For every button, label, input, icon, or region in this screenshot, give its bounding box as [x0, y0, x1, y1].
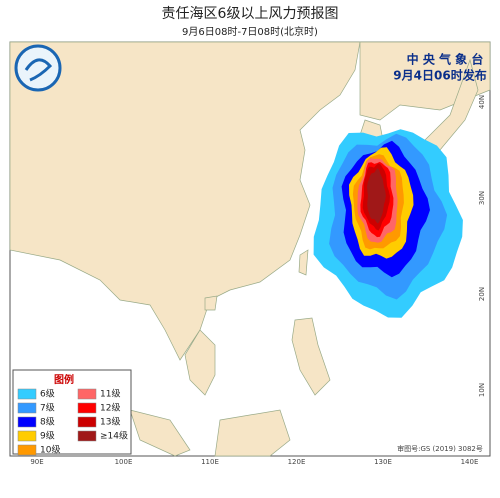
philippines	[291, 317, 331, 396]
legend-swatch	[77, 416, 97, 428]
latitude-label: 20N	[478, 287, 486, 301]
logo-mark	[24, 58, 53, 82]
axes: 90E 100E 110E 120E 130E 140E 40N 30N 20N 10N	[30, 95, 486, 466]
longitude-label: 130E	[374, 458, 392, 466]
wind-zone	[367, 168, 386, 224]
legend-label: 13级	[100, 416, 120, 428]
legend-title: 图例	[54, 373, 74, 386]
hainan	[204, 295, 218, 311]
approval: 审图号:GS (2019) 3082号	[397, 444, 483, 453]
legend-label: 7级	[40, 402, 55, 414]
map: 中 央 气 象 台 9月4日06时发布 审图号:GS (2019) 3082号 …	[9, 41, 491, 457]
issuer-name: 中 央 气 象 台	[407, 52, 484, 67]
legend-label: 10级	[40, 444, 60, 456]
logo	[14, 44, 62, 92]
issuer-time: 9月4日06时发布	[393, 68, 486, 83]
latitude-label: 40N	[478, 95, 486, 109]
malaya	[129, 409, 191, 457]
indochina	[184, 329, 216, 396]
legend: 图例 6级 7级 8级 9级 10级 11级 12级 13级 ≥14级	[12, 369, 132, 456]
borneo	[214, 409, 291, 457]
legend-swatch	[77, 430, 97, 442]
legend-label: 9级	[40, 430, 55, 442]
legend-label: 11级	[100, 388, 120, 400]
legend-swatch	[77, 388, 97, 400]
legend-swatch	[17, 402, 37, 414]
mainland	[9, 41, 361, 361]
longitude-label: 110E	[201, 458, 219, 466]
wind-field	[313, 129, 463, 318]
legend-label: 8级	[40, 416, 55, 428]
title: 责任海区6级以上风力预报图	[162, 6, 339, 22]
legend-swatch	[77, 402, 97, 414]
legend-label: 12级	[100, 402, 120, 414]
longitude-label: 100E	[115, 458, 133, 466]
legend-label: ≥14级	[100, 430, 128, 442]
longitude-label: 140E	[461, 458, 479, 466]
latitude-label: 30N	[478, 191, 486, 205]
latitude-label: 10N	[478, 383, 486, 397]
legend-swatch	[17, 430, 37, 442]
longitude-label: 120E	[288, 458, 306, 466]
subtitle: 9月6日08时-7日08时(北京时)	[182, 25, 318, 38]
taiwan	[298, 249, 309, 276]
legend-swatch	[17, 444, 37, 456]
legend-swatch	[17, 388, 37, 400]
legend-swatch	[17, 416, 37, 428]
legend-label: 6级	[40, 388, 55, 400]
longitude-label: 90E	[30, 458, 43, 466]
